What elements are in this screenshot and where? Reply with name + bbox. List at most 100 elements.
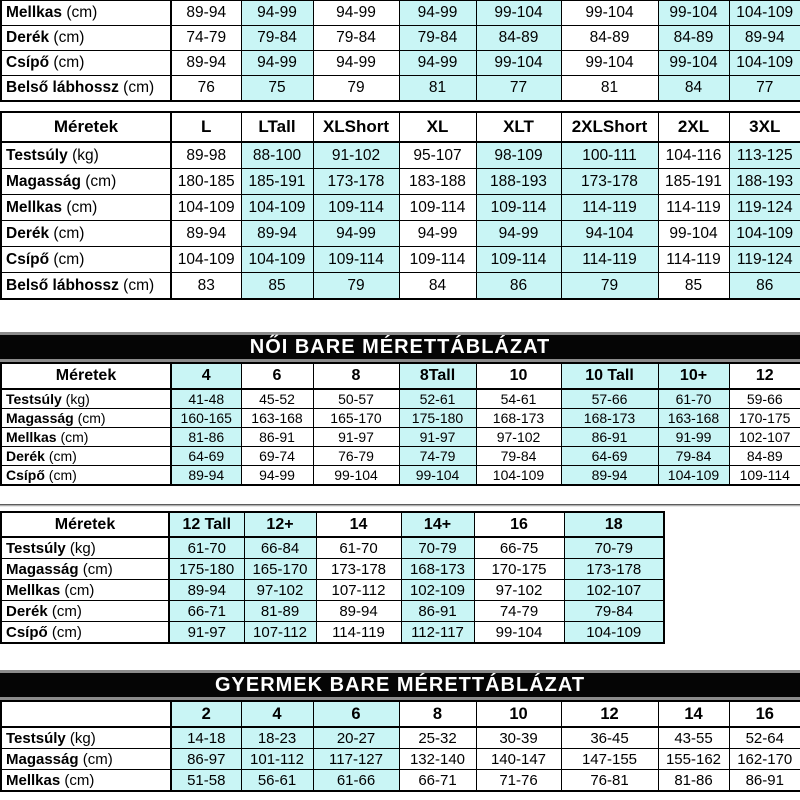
- size-column-header: 6: [240, 362, 314, 390]
- value-cell: 107-112: [243, 621, 317, 644]
- value-cell: 61-70: [657, 388, 730, 409]
- value-cell: 69-74: [240, 446, 314, 466]
- value-cell: 66-71: [398, 769, 477, 792]
- size-header-row: 2 4 6 8 10 12 14 16: [0, 700, 800, 728]
- value-cell: 94-99: [312, 220, 400, 247]
- value-cell: 81: [398, 75, 477, 102]
- value-cell: 99-104: [560, 0, 659, 26]
- sizes-label-header: Méretek: [0, 362, 172, 390]
- value-cell: 79: [312, 272, 400, 300]
- value-cell: 76-81: [560, 769, 659, 792]
- measurement-row: Testsúly (kg) 41-48 45-52 50-57 52-61 54-61 57…: [0, 388, 800, 409]
- value-cell: 94-99: [240, 50, 314, 76]
- value-cell: 99-104: [657, 220, 730, 247]
- measurement-row: Mellkas (cm) 51-58 56-61 61-66 66-71 71-76 76-…: [0, 769, 800, 792]
- value-cell: 89-94: [170, 465, 242, 486]
- value-cell: 84-89: [657, 25, 730, 51]
- value-cell: 119-124: [728, 246, 800, 273]
- value-cell: 183-188: [398, 168, 477, 195]
- value-cell: 175-180: [398, 408, 477, 428]
- value-cell: 109-114: [475, 194, 562, 221]
- row-label: Mellkas (cm): [0, 769, 172, 792]
- value-cell: 95-107: [398, 141, 477, 169]
- value-cell: 89-98: [170, 141, 242, 169]
- row-label: Testsúly (kg): [0, 141, 172, 169]
- size-column-header: 2XL: [657, 111, 730, 143]
- measurement-row: Derék (cm) 64-69 69-74 76-79 74-79 79-84 64-69…: [0, 446, 800, 466]
- value-cell: 77: [475, 75, 562, 102]
- size-header-row: Méretek 12 Tall 12+ 14 14+ 16 18: [0, 511, 665, 538]
- value-cell: 114-119: [560, 194, 659, 221]
- value-cell: 91-97: [312, 427, 400, 447]
- row-label: Csípő (cm): [0, 246, 172, 273]
- value-cell: 173-178: [563, 558, 665, 580]
- value-cell: 99-104: [657, 0, 730, 26]
- value-cell: 155-162: [657, 748, 730, 770]
- value-cell: 71-76: [475, 769, 562, 792]
- value-cell: 147-155: [560, 748, 659, 770]
- row-label: Testsúly (kg): [0, 536, 170, 559]
- value-cell: 104-109: [170, 246, 242, 273]
- value-cell: 51-58: [170, 769, 242, 792]
- value-cell: 94-99: [312, 50, 400, 76]
- value-cell: 79-84: [398, 25, 477, 51]
- row-label: Mellkas (cm): [0, 579, 170, 601]
- row-label: Derék (cm): [0, 25, 172, 51]
- value-cell: 89-94: [560, 465, 659, 486]
- value-cell: 36-45: [560, 726, 659, 749]
- measurement-row: Testsúly (kg) 89-98 88-100 91-102 95-107 98-1…: [0, 141, 800, 169]
- value-cell: 86: [728, 272, 800, 300]
- value-cell: 109-114: [312, 246, 400, 273]
- value-cell: 114-119: [657, 194, 730, 221]
- value-cell: 173-178: [560, 168, 659, 195]
- value-cell: 114-119: [315, 621, 402, 644]
- value-cell: 88-100: [240, 141, 314, 169]
- size-column-header: 6: [312, 700, 400, 728]
- value-cell: 99-104: [475, 50, 562, 76]
- value-cell: 173-178: [315, 558, 402, 580]
- value-cell: 79: [560, 272, 659, 300]
- value-cell: 109-114: [728, 465, 800, 486]
- value-cell: 180-185: [170, 168, 242, 195]
- value-cell: 94-99: [398, 0, 477, 26]
- size-column-header: 4: [170, 362, 242, 390]
- value-cell: 132-140: [398, 748, 477, 770]
- size-column-header: 8: [398, 700, 477, 728]
- value-cell: 64-69: [560, 446, 659, 466]
- sizes-label-header: Méretek: [0, 511, 170, 538]
- value-cell: 140-147: [475, 748, 562, 770]
- value-cell: 89-94: [315, 600, 402, 622]
- value-cell: 104-109: [170, 194, 242, 221]
- row-label: Mellkas (cm): [0, 0, 172, 26]
- value-cell: 109-114: [398, 246, 477, 273]
- size-column-header: 14: [315, 511, 402, 538]
- size-column-header: 10: [475, 700, 562, 728]
- women-extended-size-table: Méretek 12 Tall 12+ 14 14+ 16 18 Testsúly (kg) 6…: [0, 511, 665, 644]
- value-cell: 168-173: [475, 408, 562, 428]
- value-cell: 94-99: [240, 465, 314, 486]
- value-cell: 114-119: [560, 246, 659, 273]
- value-cell: 104-109: [475, 465, 562, 486]
- value-cell: 114-119: [657, 246, 730, 273]
- value-cell: 89-94: [728, 25, 800, 51]
- value-cell: 84: [657, 75, 730, 102]
- value-cell: 104-109: [240, 246, 314, 273]
- value-cell: 101-112: [240, 748, 314, 770]
- value-cell: 61-70: [315, 536, 402, 559]
- value-cell: 85: [657, 272, 730, 300]
- value-cell: 81-86: [657, 769, 730, 792]
- value-cell: 113-125: [728, 141, 800, 169]
- value-cell: 107-112: [315, 579, 402, 601]
- value-cell: 79: [312, 75, 400, 102]
- row-label: Testsúly (kg): [0, 388, 172, 409]
- size-column-header: 10+: [657, 362, 730, 390]
- value-cell: 94-99: [312, 0, 400, 26]
- value-cell: 45-52: [240, 388, 314, 409]
- measurement-row: Csípő (cm) 89-94 94-99 94-99 94-99 99-104 99-1…: [0, 50, 800, 76]
- value-cell: 99-104: [475, 0, 562, 26]
- measurement-row: Magasság (cm) 86-97 101-112 117-127 132-140 1…: [0, 748, 800, 770]
- value-cell: 86-91: [728, 769, 800, 792]
- measurement-row: Magasság (cm) 160-165 163-168 165-170 175-18…: [0, 408, 800, 428]
- size-column-header: 12: [728, 362, 800, 390]
- measurement-row: Derék (cm) 89-94 89-94 94-99 94-99 94-99 94-10…: [0, 220, 800, 247]
